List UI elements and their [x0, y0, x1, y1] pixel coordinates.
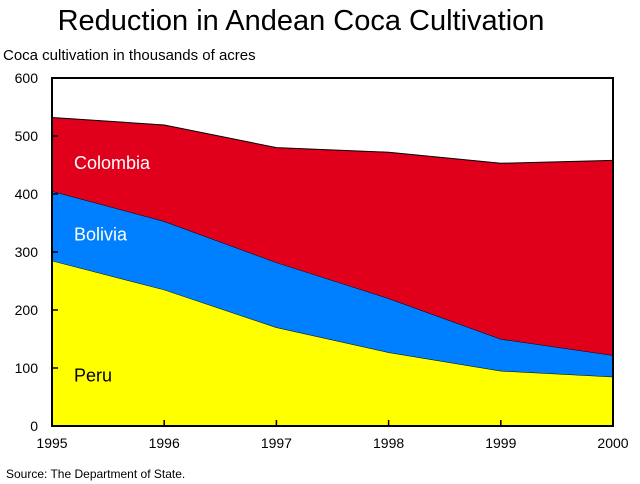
y-axis-label: Coca cultivation in thousands of acres — [3, 47, 256, 64]
y-tick-label: 400 — [15, 186, 39, 202]
area-bolivia — [52, 191, 613, 377]
x-tick-label: 1996 — [149, 435, 180, 451]
y-tick-label: 100 — [15, 360, 39, 376]
source-note: Source: The Department of State. — [6, 467, 186, 481]
series-label-colombia: Colombia — [74, 153, 151, 173]
x-tick-label: 1997 — [261, 435, 292, 451]
x-tick-label: 2000 — [597, 435, 628, 451]
x-tick-label: 1995 — [36, 435, 67, 451]
area-peru — [52, 260, 613, 426]
y-tick-label: 300 — [15, 244, 39, 260]
x-tick-label: 1999 — [485, 435, 516, 451]
chart-title: Reduction in Andean Coca Cultivation — [57, 5, 545, 37]
x-tick-label: 1998 — [373, 435, 404, 451]
y-tick-label: 600 — [15, 70, 39, 86]
y-tick-label: 0 — [30, 418, 38, 434]
y-tick-label: 500 — [15, 128, 39, 144]
area-colombia — [52, 117, 613, 356]
y-tick-label: 200 — [15, 302, 39, 318]
series-label-peru: Peru — [74, 365, 112, 385]
series-label-bolivia: Bolivia — [74, 225, 128, 245]
area-edge-colombia — [51, 116, 614, 164]
